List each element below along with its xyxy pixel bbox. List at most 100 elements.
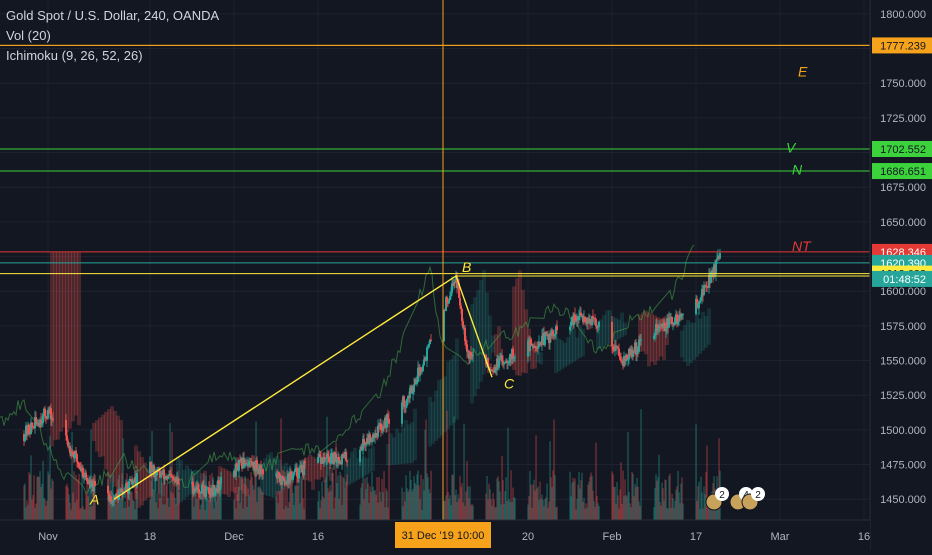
- candle-body: [549, 333, 551, 344]
- candle: [90, 474, 92, 495]
- volume-bar: [422, 479, 424, 520]
- volume-bar: [157, 507, 159, 520]
- candle: [371, 437, 373, 446]
- candle-body: [335, 453, 337, 463]
- volume-bar: [240, 476, 242, 520]
- volume-bar: [52, 480, 54, 520]
- legend-volume-indicator[interactable]: Vol (20): [6, 28, 51, 43]
- candle-body: [700, 297, 702, 301]
- candle: [409, 384, 411, 404]
- candle-body: [150, 461, 152, 472]
- candle-body: [319, 454, 321, 458]
- candle-body: [365, 442, 367, 445]
- cloud-segment: [179, 459, 183, 503]
- candle-body: [406, 398, 408, 406]
- cloud-segment: [683, 325, 687, 362]
- volume-bar: [191, 471, 193, 520]
- candle: [262, 468, 264, 480]
- cloud-segment: [482, 269, 486, 375]
- volume-bar: [177, 470, 179, 520]
- volume-bar: [504, 491, 506, 520]
- cloud-segment: [698, 318, 702, 354]
- cloud-segment: [134, 445, 138, 499]
- candle-body: [716, 258, 718, 261]
- volume-bar: [291, 484, 293, 520]
- candle-body: [243, 457, 245, 467]
- candle-body: [421, 370, 423, 372]
- volume-bar: [445, 495, 447, 520]
- candle-body: [132, 482, 134, 485]
- cloud-segment: [569, 327, 573, 364]
- volume-bar: [707, 496, 709, 520]
- candle-body: [490, 369, 492, 371]
- cloud-segment: [329, 466, 333, 481]
- candle-body: [119, 492, 121, 494]
- candle-body: [591, 316, 593, 326]
- candle-body: [677, 321, 679, 325]
- candle-body: [30, 422, 32, 434]
- volume-bar: [655, 474, 657, 520]
- price-level-label-box: [872, 37, 932, 54]
- candle-body: [456, 275, 458, 288]
- volume-bar: [412, 488, 414, 520]
- volume-bar: [49, 435, 51, 520]
- candle-body: [470, 352, 472, 356]
- candle: [449, 291, 451, 301]
- cloud-segment: [443, 376, 447, 433]
- candle-body: [703, 285, 705, 295]
- legend-ichimoku-indicator[interactable]: Ichimoku (9, 26, 52, 26): [6, 48, 143, 63]
- volume-bar: [426, 473, 428, 520]
- volume-bar: [667, 508, 669, 520]
- volume-bar: [596, 495, 598, 520]
- cloud-segment: [536, 348, 540, 363]
- cloud-segment: [689, 322, 693, 364]
- volume-bar: [536, 488, 538, 520]
- candle-body: [570, 321, 572, 327]
- volume-bar: [301, 478, 303, 520]
- price-level-label-box: [872, 163, 932, 180]
- candle-body: [325, 457, 327, 460]
- volume-bar: [505, 477, 507, 520]
- candle: [671, 316, 673, 327]
- volume-bar: [471, 503, 473, 520]
- volume-bar: [419, 499, 421, 520]
- volume-bar: [621, 504, 623, 520]
- volume-bar: [677, 470, 679, 520]
- candle-body: [165, 476, 167, 479]
- volume-bar: [70, 509, 72, 520]
- cloud-segment: [563, 342, 567, 368]
- candle: [94, 474, 96, 487]
- candle: [83, 475, 85, 484]
- volume-bar: [570, 496, 572, 520]
- candle: [377, 419, 379, 439]
- candle-body: [65, 419, 67, 436]
- candle-body: [422, 365, 424, 371]
- candle: [531, 342, 533, 347]
- candle-body: [36, 421, 38, 425]
- volume-bar: [587, 484, 589, 520]
- cloud-segment: [284, 462, 288, 488]
- cloud-segment: [107, 409, 111, 477]
- candle-body: [171, 475, 173, 477]
- volume-bar: [702, 508, 704, 520]
- candle: [298, 465, 300, 484]
- legend-symbol[interactable]: Gold Spot / U.S. Dollar, 240, OANDA: [6, 8, 220, 23]
- candle-body: [657, 328, 659, 331]
- candle-body: [412, 391, 414, 394]
- candle-body: [446, 297, 448, 303]
- volume-bar: [290, 471, 292, 520]
- time-tick-label: Nov: [38, 531, 58, 543]
- volume-bar: [292, 492, 294, 520]
- candle: [219, 482, 221, 497]
- volume-bar: [178, 491, 180, 520]
- cloud-segment: [554, 334, 558, 374]
- candle: [167, 474, 169, 480]
- candle-body: [304, 461, 306, 464]
- candle: [301, 459, 303, 474]
- volume-bar: [69, 502, 71, 520]
- volume-bar: [533, 479, 535, 520]
- volume-bar: [462, 502, 464, 520]
- candle-body: [197, 485, 199, 490]
